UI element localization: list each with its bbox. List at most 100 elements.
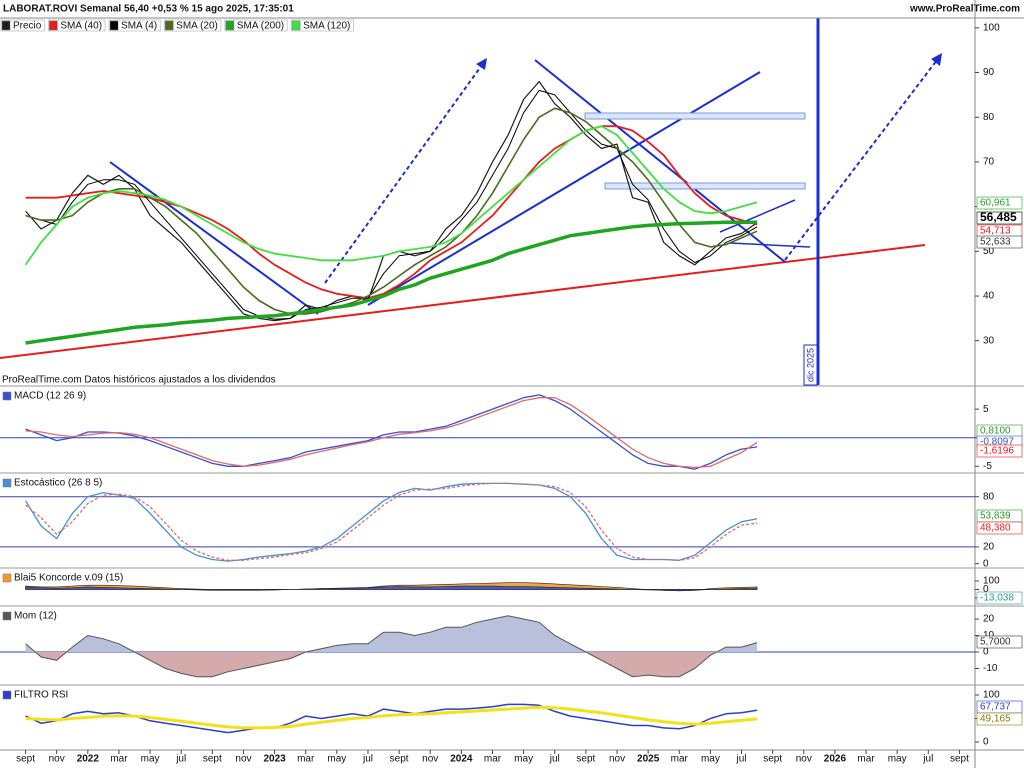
panel xyxy=(25,703,758,734)
x-tick-label: sept xyxy=(763,754,782,765)
legend-swatch xyxy=(291,20,301,31)
panel xyxy=(25,582,758,592)
trend-line xyxy=(0,244,926,359)
y-tick-label: 70 xyxy=(983,157,995,168)
legend-label: SMA (4) xyxy=(121,21,157,32)
value-label-box xyxy=(976,235,1023,249)
value-label: 53,839 xyxy=(980,511,1011,522)
line xyxy=(24,125,758,266)
legend-swatch xyxy=(164,20,174,31)
legend-box xyxy=(163,19,222,32)
y-tick-label: 30 xyxy=(983,335,995,346)
x-tick-label: may xyxy=(701,754,720,765)
line xyxy=(25,107,758,315)
value-label: -0,8097 xyxy=(980,437,1014,448)
plot xyxy=(0,394,975,470)
y-tick-label: 0 xyxy=(983,584,989,595)
y-tick-label: 20 xyxy=(983,614,995,625)
panel xyxy=(0,615,975,678)
x-tick-label: 2025 xyxy=(637,754,660,765)
y-tick-label: 20 xyxy=(983,542,995,553)
value-label: 5,7000 xyxy=(980,637,1011,648)
x-tick-label: jul xyxy=(175,754,186,765)
arrow-head xyxy=(931,53,942,66)
panel-icon xyxy=(2,611,12,621)
line xyxy=(25,705,758,730)
line xyxy=(25,615,758,678)
x-tick-label: 2023 xyxy=(263,754,286,765)
arrow-head xyxy=(476,58,487,70)
y-tick-label: 100 xyxy=(983,576,1000,587)
panel-title: Estocástico (26 8 5) xyxy=(14,478,102,489)
x-tick-label: 2024 xyxy=(450,754,473,765)
legend-label: SMA (20) xyxy=(176,21,218,32)
value-label-box xyxy=(976,196,1023,210)
legend-swatch xyxy=(225,20,235,31)
legend-label: SMA (200) xyxy=(237,21,284,32)
panel-title: Mom (12) xyxy=(14,611,57,622)
legend-label: SMA (120) xyxy=(303,21,350,32)
dashed-arrow xyxy=(324,64,483,284)
trend-line xyxy=(109,161,319,315)
y-tick-label: -10 xyxy=(983,663,998,674)
zone xyxy=(604,182,806,190)
plot xyxy=(25,703,758,734)
x-tick-label: 2022 xyxy=(77,754,100,765)
legend-label: SMA (40) xyxy=(60,21,102,32)
panel-icon xyxy=(2,478,12,488)
value-label: 49,165 xyxy=(980,714,1011,725)
y-tick-label: 100 xyxy=(983,690,1000,701)
value-label: 48,380 xyxy=(980,523,1011,534)
value-label-box xyxy=(976,591,1023,605)
panel-title: MACD (12 26 9) xyxy=(14,391,86,402)
x-tick-label: nov xyxy=(422,754,438,765)
line xyxy=(25,394,758,470)
y-tick-label: -5 xyxy=(983,461,992,472)
value-label-box xyxy=(976,635,1023,649)
value-label: 0,8100 xyxy=(980,426,1011,437)
x-tick-label: mar xyxy=(110,754,128,765)
legend-swatch xyxy=(109,20,119,31)
x-tick-label: sept xyxy=(203,754,222,765)
value-label: -13,038 xyxy=(980,593,1014,604)
legend-box xyxy=(0,19,45,32)
panel xyxy=(0,394,975,470)
legend-box xyxy=(48,19,106,32)
line xyxy=(25,482,758,561)
y-tick-label: 80 xyxy=(983,112,995,123)
x-tick-label: 2026 xyxy=(824,754,847,765)
x-tick-label: may xyxy=(141,754,160,765)
x-tick-label: jul xyxy=(922,754,933,765)
line xyxy=(25,220,758,345)
line xyxy=(25,703,758,734)
legend-box xyxy=(290,19,354,32)
y-tick-label: 40 xyxy=(983,291,995,302)
x-tick-label: mar xyxy=(857,754,875,765)
legend-box xyxy=(224,19,288,32)
x-tick-label: jul xyxy=(549,754,560,765)
panel-title: FILTRO RSI xyxy=(14,690,68,701)
chart-title: LABORAT.ROVI Semanal 56,40 +0,53 % 15 ag… xyxy=(3,4,294,15)
x-tick-label: sept xyxy=(390,754,409,765)
annotations: dic 2025 xyxy=(0,18,942,386)
area xyxy=(25,585,758,592)
y-tick-label: 50 xyxy=(983,246,995,257)
line xyxy=(25,89,758,320)
value-label: 67,737 xyxy=(980,702,1011,713)
y-tick-label: 90 xyxy=(983,67,995,78)
y-tick-label: 0 xyxy=(983,647,989,658)
x-tick-label: mar xyxy=(484,754,502,765)
panel xyxy=(0,482,975,562)
panel xyxy=(24,80,758,345)
x-tick-label: sept xyxy=(16,754,35,765)
line xyxy=(25,482,758,562)
trend-line xyxy=(729,242,811,248)
value-label-box xyxy=(976,712,1023,726)
x-tick-label: may xyxy=(888,754,907,765)
y-tick-label: 5 xyxy=(983,404,989,415)
legend-swatch xyxy=(49,20,58,31)
panel-icon xyxy=(2,573,12,583)
trend-line xyxy=(367,71,761,306)
